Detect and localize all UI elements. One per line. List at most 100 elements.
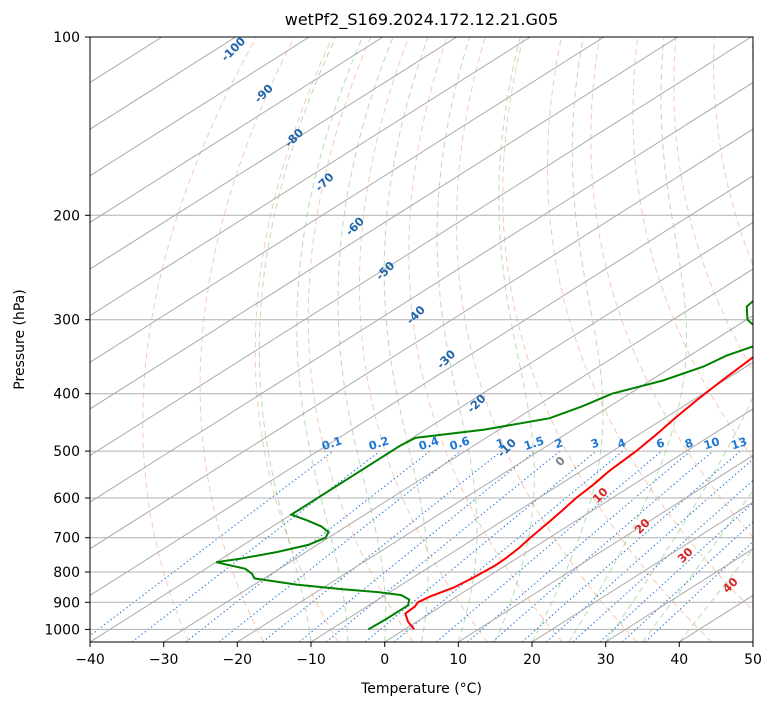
dry-adiabat (142, 37, 257, 642)
dry-adiabat (590, 37, 753, 538)
isotherm-gridline (384, 408, 753, 642)
isotherm-gridline (90, 37, 531, 317)
moist-adiabat (337, 37, 394, 642)
dry-adiabat (547, 37, 753, 612)
mixing-ratio-label: 2 (553, 435, 565, 451)
mixing-ratio-line (467, 450, 691, 642)
x-tick-label: −40 (75, 652, 105, 668)
mixing-ratio-line (218, 450, 462, 642)
mixing-ratio-label: 1 (494, 435, 506, 451)
x-tick-label: 50 (744, 652, 762, 668)
mixing-ratio-label: 0.6 (448, 433, 472, 453)
mixing-ratio-label: 13 (729, 434, 749, 452)
dry-adiabat (502, 37, 713, 642)
isotherm-label: -40 (403, 303, 428, 328)
grid-lines (90, 37, 753, 642)
dry-adiabat (456, 37, 638, 642)
mixing-ratio-line (364, 450, 597, 642)
x-tick-label: 0 (380, 652, 389, 668)
isotherm-label: -80 (282, 125, 307, 150)
mixing-ratio-label: 0.2 (367, 433, 391, 453)
moist-adiabat (436, 37, 478, 642)
mixing-ratio-label: 16 (751, 434, 771, 452)
isotherm-gridline (90, 37, 457, 270)
dry-adiabat (307, 37, 414, 642)
y-tick-label: 800 (53, 565, 80, 581)
moist-adiabat (605, 395, 753, 642)
x-axis: −40 −30 −20 −10 0 10 20 30 40 50 (75, 642, 762, 668)
isotherm-label: -50 (373, 258, 398, 283)
x-tick-label: 40 (670, 652, 688, 668)
background-lines (90, 37, 753, 642)
x-tick-label: −20 (223, 652, 253, 668)
dry-adiabat (408, 37, 563, 642)
isotherm-gridline (90, 37, 678, 410)
moist-adiabat (383, 37, 429, 642)
isotherm-label: -30 (434, 347, 459, 372)
isotherm-gridline (310, 361, 753, 642)
mixing-ratio-line (572, 479, 753, 642)
mixing-ratio-line (298, 450, 536, 642)
dry-adiabat-label: 0 (552, 453, 568, 469)
y-axis-label: Pressure (hPa) (12, 289, 28, 389)
isotherm-gridline (90, 81, 753, 503)
isotherm-gridline (237, 315, 753, 642)
mixing-ratio-label: 6 (654, 435, 666, 451)
mixing-ratio-line (185, 450, 431, 642)
dry-adiabat (712, 37, 753, 267)
dry-adiabat (751, 37, 753, 74)
isotherm-gridline (163, 268, 753, 642)
mixing-ratio-label: 3 (589, 435, 601, 451)
x-tick-label: −30 (149, 652, 179, 668)
moist-adiabat (642, 489, 753, 642)
dry-adiabat (199, 37, 295, 642)
x-tick-label: 10 (449, 652, 467, 668)
y-axis: 100 200 300 400 500 600 700 800 900 1000 (44, 30, 90, 638)
isotherm-gridline (752, 641, 753, 642)
dry-adiabat (359, 37, 488, 642)
dry-adiabat (632, 37, 753, 460)
mixing-ratio-line (131, 450, 381, 642)
x-tick-label: 30 (597, 652, 615, 668)
isotherm-label: -100 (218, 34, 248, 64)
y-tick-label: 700 (53, 531, 80, 547)
y-tick-label: 1000 (44, 622, 80, 638)
isotherm-gridline (90, 37, 384, 223)
moist-adiabat (494, 37, 535, 642)
moist-adiabat (678, 548, 753, 642)
x-tick-label: −10 (296, 652, 326, 668)
y-tick-label: 200 (53, 208, 80, 224)
plot-frame (89, 36, 754, 643)
moist-adiabat (568, 37, 687, 642)
isotherm-gridline (90, 37, 752, 457)
mixing-ratio-label: 4 (616, 435, 628, 451)
mixing-ratio-label: 0.1 (320, 433, 344, 453)
moist-adiabat (531, 37, 604, 642)
x-tick-label: 20 (523, 652, 541, 668)
isotherm-label: -20 (464, 391, 489, 416)
mixing-ratio-line (393, 450, 624, 642)
y-tick-label: 300 (53, 313, 80, 329)
mixing-ratio-line (436, 450, 662, 642)
isotherm-gridline (90, 175, 753, 596)
y-tick-label: 600 (53, 491, 80, 507)
chart-title: wetPf2_S169.2024.172.12.21.G05 (285, 10, 559, 30)
isotherm-gridline (531, 501, 753, 642)
mixing-ratio-line (325, 450, 561, 642)
mixing-ratio-line (545, 458, 753, 642)
isotherm-gridline (90, 128, 753, 550)
y-tick-label: 400 (53, 387, 80, 403)
mixing-ratio-label: 1.5 (522, 433, 546, 453)
mixing-ratio-label: 0.4 (417, 433, 441, 453)
moist-adiabat (296, 37, 364, 642)
mixing-ratio-line (491, 450, 714, 642)
isotherm-gridline (90, 221, 753, 642)
y-tick-label: 500 (53, 444, 80, 460)
mixing-ratio-line (90, 450, 334, 637)
isotherm-gridline (90, 37, 310, 177)
isotherm-label: -90 (251, 81, 276, 106)
profiles (215, 299, 753, 631)
isotherm-gridline (458, 454, 753, 642)
x-axis-label: Temperature (°C) (360, 681, 482, 697)
